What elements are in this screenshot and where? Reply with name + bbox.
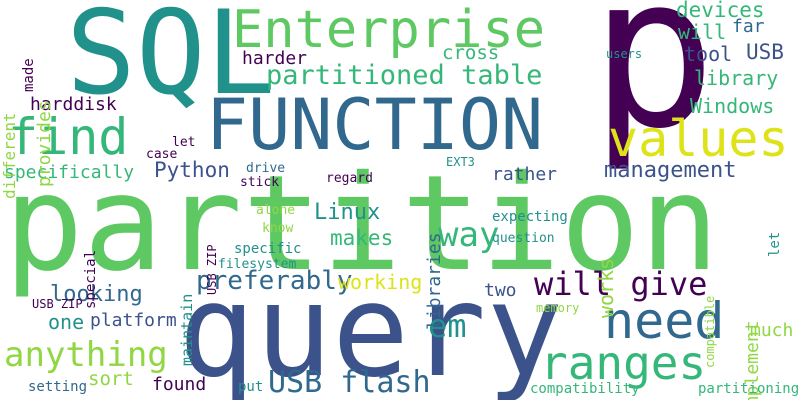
word-cross: cross bbox=[442, 42, 500, 64]
word-compatibility: compatibility bbox=[530, 381, 640, 397]
word-two: two bbox=[484, 280, 517, 301]
word-provides: provides bbox=[34, 100, 55, 187]
word-maintain: maintain bbox=[178, 293, 196, 366]
word-ext3: EXT3 bbox=[446, 155, 475, 169]
word-much: much bbox=[750, 320, 794, 341]
word-libraries: libraries bbox=[424, 232, 445, 330]
word-users: users bbox=[606, 47, 643, 61]
word-working: working bbox=[338, 270, 423, 294]
word-expecting: expecting bbox=[492, 209, 568, 225]
word-partition: partition bbox=[4, 147, 720, 301]
word-one: one bbox=[48, 310, 85, 334]
word-linux: Linux bbox=[314, 200, 381, 225]
word-works: works bbox=[594, 257, 618, 318]
word-usb: USB bbox=[746, 40, 784, 64]
word-know: know bbox=[262, 221, 294, 236]
word-p: p bbox=[590, 0, 717, 175]
word-management: management bbox=[604, 158, 737, 183]
word-stick: stick bbox=[240, 175, 280, 190]
word-makes: makes bbox=[330, 226, 394, 250]
word-sort: sort bbox=[88, 368, 134, 390]
word-rather: rather bbox=[492, 164, 558, 185]
word-will-give: will give bbox=[534, 265, 708, 303]
word-preferably: preferably bbox=[196, 266, 353, 296]
word-setting: setting bbox=[28, 379, 88, 395]
word-found: found bbox=[152, 374, 207, 395]
word-need: need bbox=[604, 292, 725, 350]
word-let: let bbox=[767, 231, 783, 257]
word-harddisk: harddisk bbox=[30, 94, 117, 115]
word-way: way bbox=[438, 215, 500, 255]
word-question: question bbox=[492, 231, 555, 246]
word-made: made bbox=[21, 58, 37, 92]
word-devices: devices bbox=[676, 0, 765, 22]
word-windows: Windows bbox=[690, 94, 775, 118]
word-will: will bbox=[678, 20, 727, 44]
word-em: em bbox=[428, 307, 467, 345]
word-partitioned-table: partitioned table bbox=[266, 60, 543, 91]
word-memory: memory bbox=[536, 301, 580, 315]
word-python: Python bbox=[154, 158, 230, 182]
word-tool: tool bbox=[684, 42, 733, 66]
word-filesystem: filesystem bbox=[218, 257, 297, 272]
word-partitioning: partitioning bbox=[698, 381, 800, 397]
word-function: FUNCTION bbox=[206, 84, 544, 166]
word-find: find bbox=[8, 108, 129, 166]
word-ranges: ranges bbox=[540, 336, 707, 390]
word-regard: regard bbox=[326, 171, 373, 186]
word-drive: drive bbox=[246, 161, 286, 176]
word-values: values bbox=[608, 110, 789, 168]
word-platform: platform bbox=[90, 310, 177, 331]
word-alone: alone bbox=[256, 203, 296, 218]
word-special: special bbox=[83, 249, 99, 309]
word-put: put bbox=[238, 379, 264, 395]
word-usb-zip-h: USB ZIP bbox=[32, 297, 83, 311]
word-far: far bbox=[732, 16, 765, 37]
word-enterprise: Enterprise bbox=[232, 0, 546, 60]
word-specifically: specifically bbox=[4, 162, 135, 183]
word-compatible: compatible bbox=[703, 295, 717, 368]
word-usb-flash: USB flash bbox=[268, 365, 431, 400]
word-specific: specific bbox=[234, 241, 302, 257]
word-library: library bbox=[694, 66, 779, 90]
word-case: case bbox=[146, 147, 178, 162]
word-sql: SQL bbox=[66, 0, 276, 121]
word-harder: harder bbox=[242, 48, 308, 69]
word-usb-zip: USB ZIP bbox=[205, 244, 219, 295]
word-query: query bbox=[178, 257, 564, 400]
word-anything: anything bbox=[4, 335, 168, 375]
word-looking: looking bbox=[50, 282, 143, 307]
word-different: different bbox=[0, 112, 19, 199]
word-let-h: let bbox=[172, 135, 196, 150]
